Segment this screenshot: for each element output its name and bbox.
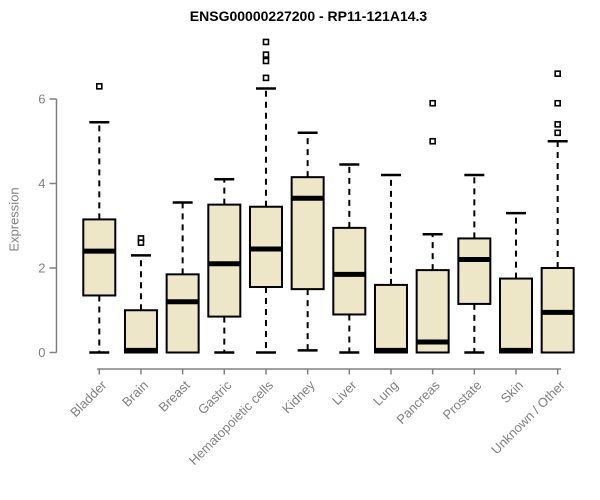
outlier-unknown-other: [554, 129, 561, 137]
x-axis-label-pancreas: Pancreas: [393, 377, 443, 427]
x-axis-label-kidney: Kidney: [279, 377, 318, 416]
outlier-pancreas: [429, 137, 436, 145]
outlier-hematopoietic-cells: [262, 51, 270, 58]
box-brain: [123, 309, 158, 354]
x-axis-label-liver: Liver: [329, 377, 360, 408]
chart-title: ENSG00000227200 - RP11-121A14.3: [189, 8, 428, 24]
box-kidney: [290, 176, 325, 291]
x-axis-label-prostate: Prostate: [440, 378, 485, 423]
box-gastric: [207, 203, 242, 318]
x-axis-label-gastric: Gastric: [195, 377, 235, 417]
x-axis-label-skin: Skin: [498, 378, 526, 406]
outlier-pancreas: [429, 99, 436, 107]
x-axis-label-unknown-other: Unknown / Other: [488, 377, 568, 457]
outlier-hematopoietic-cells: [262, 57, 270, 65]
box-prostate: [457, 237, 492, 305]
y-axis-tick-label: 6: [38, 92, 45, 107]
outlier-hematopoietic-cells: [262, 74, 270, 82]
box-lung: [373, 283, 408, 354]
outlier-bladder: [96, 83, 103, 90]
x-axis-label-bladder: Bladder: [67, 377, 110, 420]
x-axis-label-lung: Lung: [370, 378, 401, 409]
y-axis-tick-label: 4: [38, 176, 45, 191]
box-skin: [499, 277, 533, 354]
box-pancreas: [415, 269, 450, 354]
outlier-hematopoietic-cells: [262, 38, 270, 46]
outlier-unknown-other: [554, 121, 561, 128]
outlier-unknown-other: [554, 99, 561, 107]
x-axis-label-brain: Brain: [119, 378, 151, 410]
y-axis-tick-label: 0: [38, 345, 45, 360]
y-axis-tick-label: 2: [38, 261, 45, 276]
outlier-unknown-other: [554, 70, 561, 77]
box-bladder: [82, 218, 117, 297]
outlier-brain: [137, 239, 145, 246]
box-breast: [165, 273, 200, 354]
box-liver: [332, 226, 367, 316]
x-axis-label-breast: Breast: [156, 377, 193, 414]
